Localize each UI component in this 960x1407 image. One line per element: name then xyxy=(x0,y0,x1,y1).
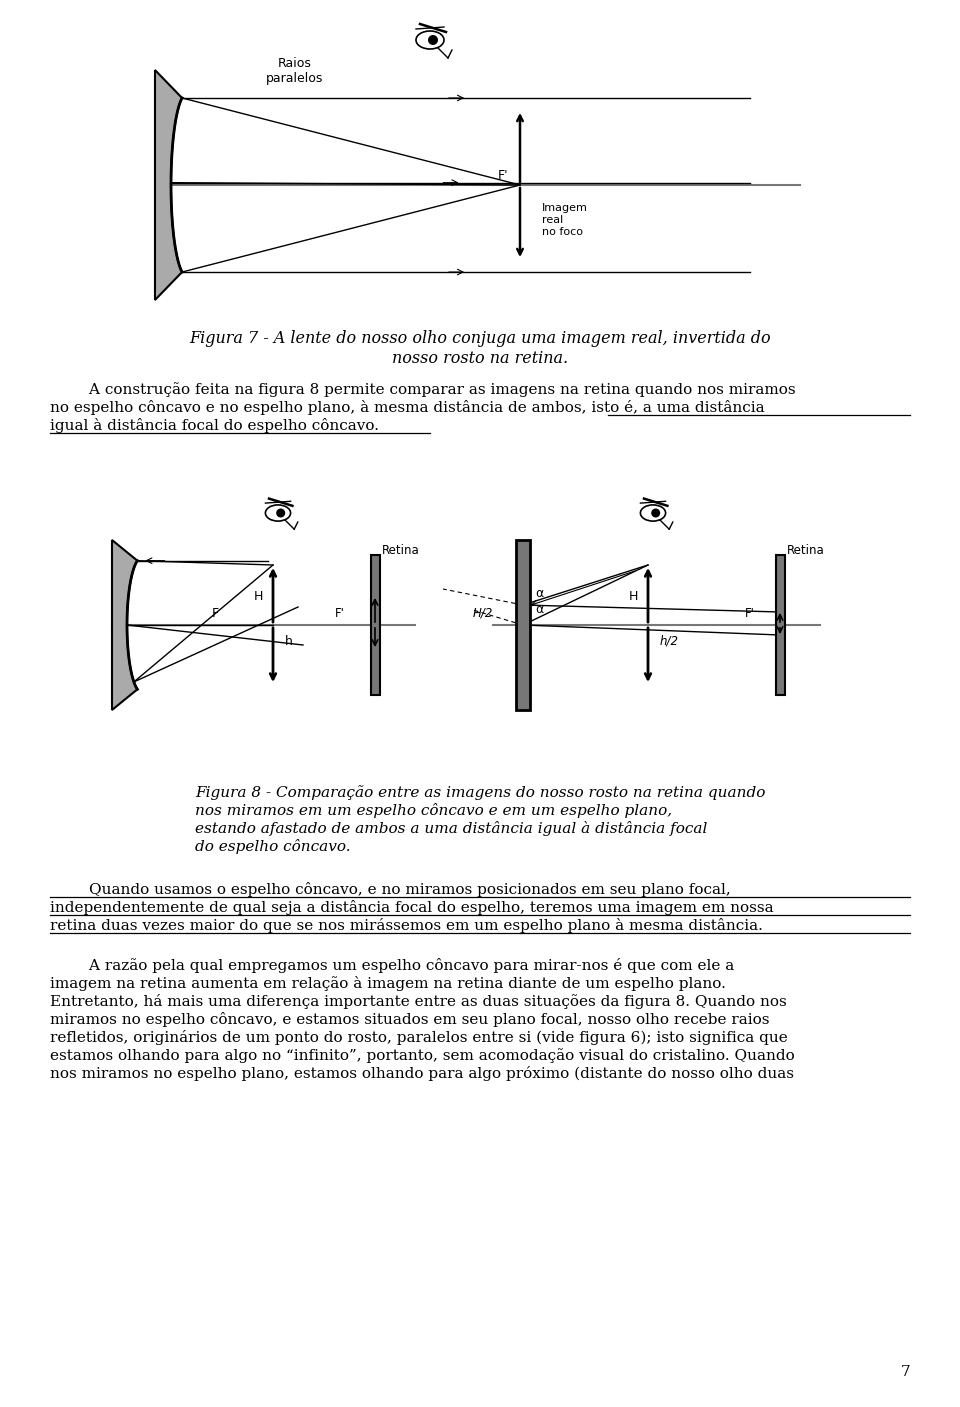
Text: A razão pela qual empregamos um espelho côncavo para mirar-nos é que com ele a: A razão pela qual empregamos um espelho … xyxy=(50,958,734,974)
Text: H: H xyxy=(628,590,637,604)
Text: h: h xyxy=(285,635,293,649)
Text: Figura 8 - Comparação entre as imagens do nosso rosto na retina quando: Figura 8 - Comparação entre as imagens d… xyxy=(195,785,765,799)
Text: α: α xyxy=(535,604,543,616)
Text: igual à distância focal do espelho côncavo.: igual à distância focal do espelho cônca… xyxy=(50,418,379,433)
Text: imagem na retina aumenta em relação à imagem na retina diante de um espelho plan: imagem na retina aumenta em relação à im… xyxy=(50,976,726,991)
Circle shape xyxy=(276,508,285,518)
Ellipse shape xyxy=(265,505,291,521)
Text: Imagem
real
no foco: Imagem real no foco xyxy=(542,204,588,236)
Ellipse shape xyxy=(640,505,665,521)
Bar xyxy=(371,554,379,695)
Text: Retina: Retina xyxy=(382,545,420,557)
Text: miramos no espelho côncavo, e estamos situados em seu plano focal, nosso olho re: miramos no espelho côncavo, e estamos si… xyxy=(50,1012,770,1027)
Text: do espelho côncavo.: do espelho côncavo. xyxy=(195,839,350,854)
Text: refletidos, originários de um ponto do rosto, paralelos entre si (vide figura 6): refletidos, originários de um ponto do r… xyxy=(50,1030,788,1045)
Text: Retina: Retina xyxy=(787,545,825,557)
Bar xyxy=(516,540,530,711)
Polygon shape xyxy=(155,70,182,300)
Text: F': F' xyxy=(335,606,345,620)
Text: Quando usamos o espelho côncavo, e no miramos posicionados em seu plano focal,: Quando usamos o espelho côncavo, e no mi… xyxy=(50,882,731,898)
Text: no espelho côncavo e no espelho plano, à mesma distância de ambos, isto é, a uma: no espelho côncavo e no espelho plano, à… xyxy=(50,400,764,415)
Text: 7: 7 xyxy=(900,1365,910,1379)
Text: retina duas vezes maior do que se nos mirássemos em um espelho plano à mesma dis: retina duas vezes maior do que se nos mi… xyxy=(50,917,763,933)
Text: nos miramos no espelho plano, estamos olhando para algo próximo (distante do nos: nos miramos no espelho plano, estamos ol… xyxy=(50,1067,794,1081)
Bar xyxy=(776,554,784,695)
Text: Figura 7 - A lente do nosso olho conjuga uma imagem real, invertida do
nosso ros: Figura 7 - A lente do nosso olho conjuga… xyxy=(189,331,771,367)
Text: estamos olhando para algo no “infinito”, portanto, sem acomodação visual do cris: estamos olhando para algo no “infinito”,… xyxy=(50,1048,795,1062)
Polygon shape xyxy=(112,540,137,711)
Text: F: F xyxy=(211,606,219,620)
Text: α: α xyxy=(535,587,543,599)
Text: Entretanto, há mais uma diferença importante entre as duas situações da figura 8: Entretanto, há mais uma diferença import… xyxy=(50,993,787,1009)
Text: Raios
paralelos: Raios paralelos xyxy=(266,58,324,84)
Text: independentemente de qual seja a distância focal do espelho, teremos uma imagem : independentemente de qual seja a distânc… xyxy=(50,900,774,915)
Circle shape xyxy=(428,35,438,45)
Circle shape xyxy=(651,508,660,518)
Text: A construção feita na figura 8 permite comparar as imagens na retina quando nos : A construção feita na figura 8 permite c… xyxy=(50,381,796,397)
Text: H: H xyxy=(253,590,263,604)
Text: nos miramos em um espelho côncavo e em um espelho plano,: nos miramos em um espelho côncavo e em u… xyxy=(195,803,672,817)
Text: F': F' xyxy=(498,169,509,182)
Text: estando afastado de ambos a uma distância igual à distância focal: estando afastado de ambos a uma distânci… xyxy=(195,822,708,836)
Text: F': F' xyxy=(745,606,755,620)
Text: h/2: h/2 xyxy=(660,635,679,649)
Ellipse shape xyxy=(416,31,444,49)
Text: H/2: H/2 xyxy=(473,606,493,620)
